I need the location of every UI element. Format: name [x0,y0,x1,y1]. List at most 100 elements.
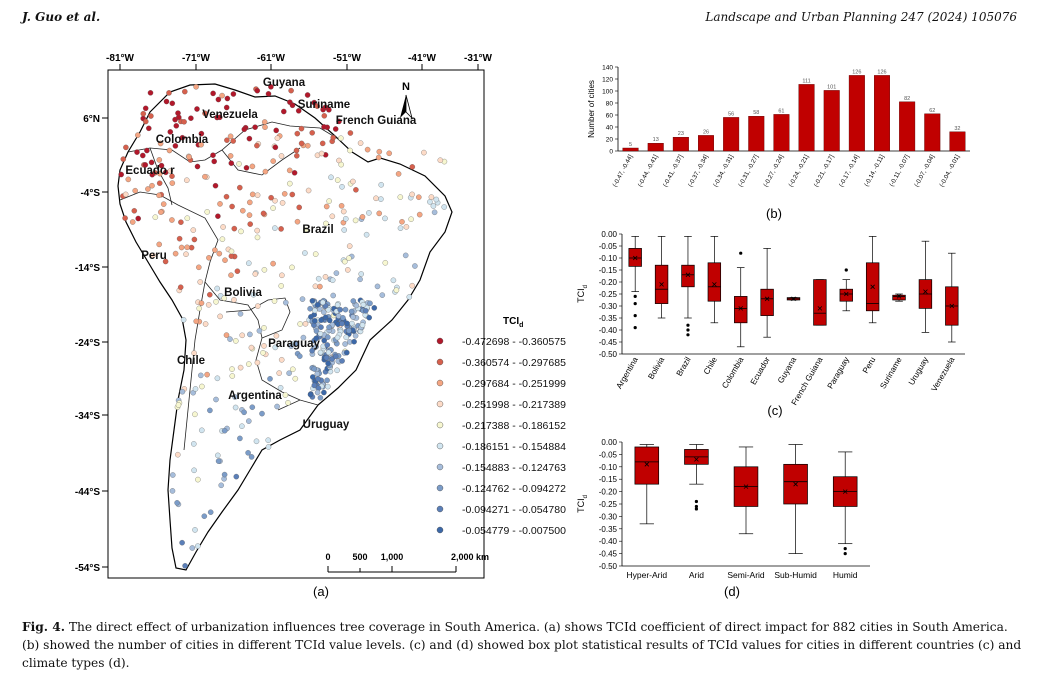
legend-swatch [436,442,444,450]
city-point [188,115,194,121]
city-point [433,196,440,203]
b-category-label: (-0.14, -0.11] [863,153,886,187]
city-point [332,353,339,360]
city-point [270,158,276,164]
city-point [347,130,354,136]
city-point [261,343,267,349]
box-iqr [813,279,827,326]
city-point [346,255,352,261]
city-point [220,224,226,230]
city-point [156,157,163,163]
city-point [325,360,331,367]
city-point [234,268,241,274]
city-point [147,90,154,96]
city-point [140,110,147,117]
city-point [202,110,208,117]
city-point [254,234,261,241]
city-points [118,84,448,569]
city-point [237,184,243,191]
city-point [291,170,298,176]
city-point [357,140,364,146]
figure-caption-text: The direct effect of urbanization influe… [22,620,1022,670]
city-point [403,224,410,230]
lon-tick-label: -71°W [182,53,210,64]
city-point [149,171,155,178]
city-point [229,203,235,210]
city-point [342,258,348,265]
city-point [317,395,324,401]
legend-swatch [436,421,444,429]
city-point [166,90,172,96]
city-point [364,146,371,153]
city-point [350,298,357,304]
city-point [281,191,288,197]
box-outlier [844,268,848,272]
city-point [227,153,234,159]
box-category-label: Guyana [776,355,798,385]
city-point [231,297,237,303]
country-label: Paraguay [268,338,320,350]
city-point [272,197,278,204]
city-point [347,147,353,154]
b-bar-value: 13 [653,137,659,143]
lat-tick-label: -24°S [75,338,100,349]
box-y-tick-label: -0.15 [599,475,618,484]
box-y-tick-label: -0.10 [599,254,618,263]
city-point [319,140,326,147]
city-point [228,248,235,255]
city-point [278,153,285,159]
city-point [224,95,231,102]
city-point [307,391,314,398]
city-point [294,218,301,225]
city-point [231,225,238,232]
b-y-tick-label: 0 [609,149,613,156]
city-point [198,130,205,137]
city-point [202,173,208,180]
city-point [363,231,370,238]
b-category-label: (-0.31, -0.27] [737,153,760,188]
city-point [408,216,414,222]
city-point [312,344,319,350]
box-iqr [839,288,853,302]
city-point [315,275,322,282]
city-point [241,409,247,416]
city-point [296,204,302,211]
city-point [148,159,155,166]
city-point [366,314,372,321]
city-point [227,133,234,140]
city-point [378,196,384,202]
city-point [295,108,302,114]
city-point [172,250,179,257]
city-point [287,180,293,187]
box-category-label: Ecuador [749,355,772,386]
city-point [321,389,327,396]
b-category-label: (-0.44, -0.41] [637,153,660,188]
city-point [249,404,256,410]
country-label: Bolivia [224,287,262,299]
b-category-label: (-0.04, -0.01] [938,153,961,188]
city-point [311,366,317,372]
city-point [339,184,345,190]
city-point [374,283,381,290]
box-mean-marker [694,457,699,462]
city-point [158,162,165,169]
scale-label-2000: 2,000 km [451,552,489,562]
city-point [194,163,201,170]
box-category-label: Semi-Arid [727,570,765,580]
box-category-label: Argentina [615,355,641,390]
city-point [246,418,252,424]
city-point [236,161,242,167]
city-point [376,210,382,217]
city-point [272,344,279,351]
city-point [239,332,245,339]
country-label: Brazil [302,224,333,236]
city-point [211,158,217,165]
city-point [325,349,332,356]
city-point [274,403,280,410]
city-point [181,119,187,125]
box-mean-marker [685,272,691,278]
country-label: Suriname [298,99,350,111]
city-point [255,303,261,309]
city-point [267,376,273,382]
city-point [333,270,340,276]
